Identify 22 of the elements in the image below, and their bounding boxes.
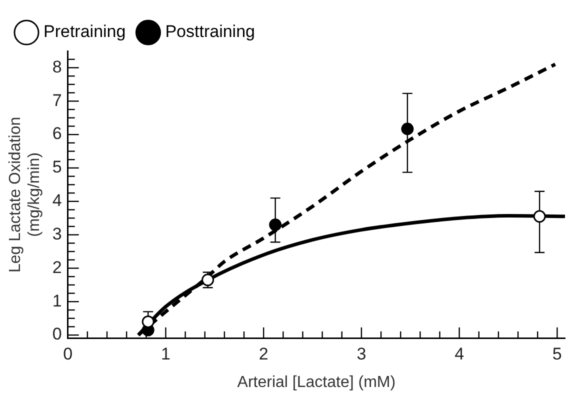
x-tick-label: 4 — [454, 344, 464, 364]
y-tick-label: 4 — [52, 191, 62, 210]
point — [269, 218, 282, 232]
y-tick-label: 5 — [52, 158, 62, 177]
y-tick-label: 8 — [52, 57, 62, 76]
y-tick-label: 2 — [52, 258, 62, 277]
y-tick-label: 7 — [52, 90, 62, 110]
y-tick-label: 6 — [52, 124, 62, 144]
point — [401, 122, 414, 136]
point — [533, 210, 546, 223]
x-tick-label: 3 — [356, 344, 366, 364]
legend-label: Pretraining — [44, 22, 126, 42]
x-axis-title: Arterial [Lactate] (mM) — [237, 374, 396, 391]
x-tick-label: 2 — [258, 344, 268, 364]
y-tick-label: 0 — [52, 324, 62, 344]
y-tick-label: 1 — [52, 291, 62, 310]
x-tick-label: 1 — [160, 344, 170, 364]
point — [142, 315, 154, 328]
y-tick-label: 3 — [52, 224, 62, 244]
y-axis-title: Leg Lactate Oxidation (mg/kg/min) — [7, 116, 44, 273]
legend-label: Posttraining — [165, 22, 255, 42]
x-tick-label: 5 — [552, 344, 562, 364]
